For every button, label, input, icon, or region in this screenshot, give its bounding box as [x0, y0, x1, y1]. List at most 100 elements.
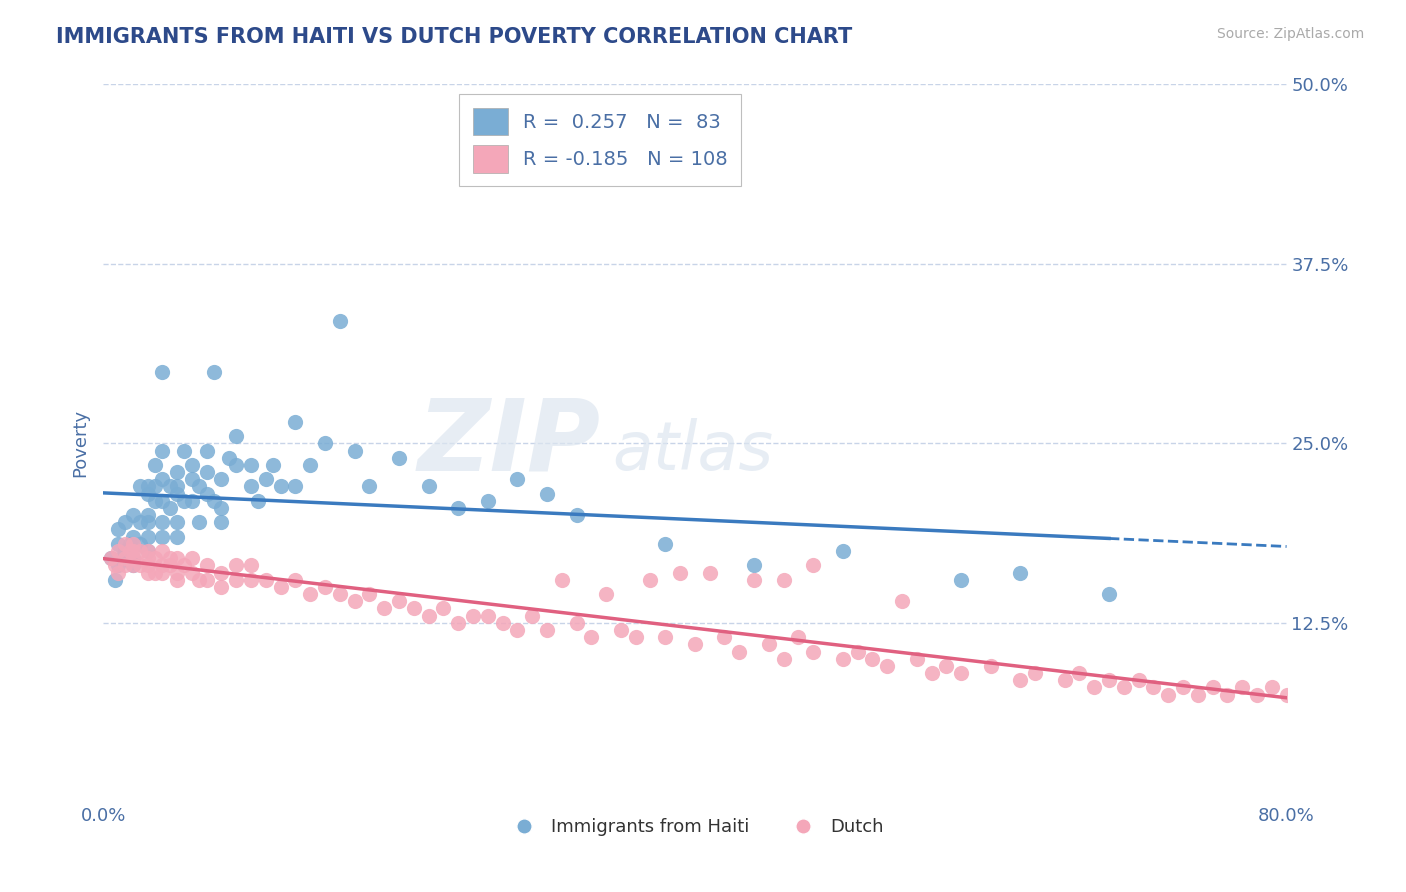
Point: [1069, 666, 1091, 681]
Point: [891, 594, 914, 608]
Point: [121, 537, 143, 551]
Point: [173, 443, 195, 458]
Point: [195, 465, 218, 479]
Point: [180, 493, 202, 508]
Point: [150, 443, 173, 458]
Point: [225, 573, 247, 587]
Point: [136, 516, 159, 530]
Point: [477, 493, 499, 508]
Point: [536, 486, 558, 500]
Point: [150, 530, 173, 544]
Point: [1261, 681, 1284, 695]
Point: [195, 573, 218, 587]
Point: [143, 566, 166, 580]
Point: [166, 551, 188, 566]
Point: [211, 500, 233, 515]
Point: [728, 644, 751, 658]
Point: [359, 587, 381, 601]
Text: ZIP: ZIP: [418, 395, 600, 491]
Point: [107, 537, 129, 551]
Point: [180, 458, 202, 472]
Point: [121, 558, 143, 573]
Point: [225, 458, 247, 472]
Point: [1275, 688, 1298, 702]
Point: [787, 630, 810, 644]
Point: [129, 516, 152, 530]
Point: [388, 594, 411, 608]
Point: [104, 558, 127, 573]
Point: [536, 623, 558, 637]
Point: [121, 530, 143, 544]
Point: [121, 544, 143, 558]
Point: [742, 558, 765, 573]
Point: [1083, 681, 1105, 695]
Point: [520, 608, 543, 623]
Point: [1098, 673, 1121, 688]
Point: [640, 573, 662, 587]
Point: [831, 651, 853, 665]
Point: [225, 429, 247, 443]
Point: [188, 516, 211, 530]
Point: [118, 537, 141, 551]
Point: [284, 573, 307, 587]
Point: [1216, 688, 1239, 702]
Point: [1112, 681, 1135, 695]
Point: [180, 551, 202, 566]
Point: [284, 415, 307, 429]
Point: [1010, 566, 1032, 580]
Point: [491, 615, 513, 630]
Point: [166, 465, 188, 479]
Point: [329, 314, 352, 328]
Point: [876, 659, 898, 673]
Point: [166, 530, 188, 544]
Point: [150, 365, 173, 379]
Point: [211, 516, 233, 530]
Point: [143, 551, 166, 566]
Point: [373, 601, 395, 615]
Point: [136, 530, 159, 544]
Point: [329, 587, 352, 601]
Point: [654, 537, 676, 551]
Point: [143, 493, 166, 508]
Point: [1171, 681, 1194, 695]
Point: [713, 630, 735, 644]
Point: [100, 551, 122, 566]
Point: [166, 479, 188, 493]
Point: [565, 615, 588, 630]
Point: [432, 601, 454, 615]
Point: [150, 472, 173, 486]
Point: [1232, 681, 1254, 695]
Point: [772, 573, 794, 587]
Point: [1010, 673, 1032, 688]
Point: [159, 551, 181, 566]
Point: [1246, 688, 1268, 702]
Point: [114, 544, 136, 558]
Point: [1098, 587, 1121, 601]
Point: [595, 587, 617, 601]
Point: [1024, 666, 1046, 681]
Point: [742, 573, 765, 587]
Point: [100, 551, 122, 566]
Point: [195, 443, 218, 458]
Point: [831, 544, 853, 558]
Point: [129, 479, 152, 493]
Point: [240, 479, 263, 493]
Point: [654, 630, 676, 644]
Point: [188, 479, 211, 493]
Point: [129, 544, 152, 558]
Point: [551, 573, 574, 587]
Point: [136, 544, 159, 558]
Point: [159, 558, 181, 573]
Point: [211, 472, 233, 486]
Point: [173, 558, 195, 573]
Point: [211, 566, 233, 580]
Point: [772, 651, 794, 665]
Point: [150, 516, 173, 530]
Point: [699, 566, 721, 580]
Point: [262, 458, 284, 472]
Point: [1128, 673, 1150, 688]
Point: [343, 443, 366, 458]
Point: [150, 558, 173, 573]
Point: [121, 551, 143, 566]
Point: [114, 558, 136, 573]
